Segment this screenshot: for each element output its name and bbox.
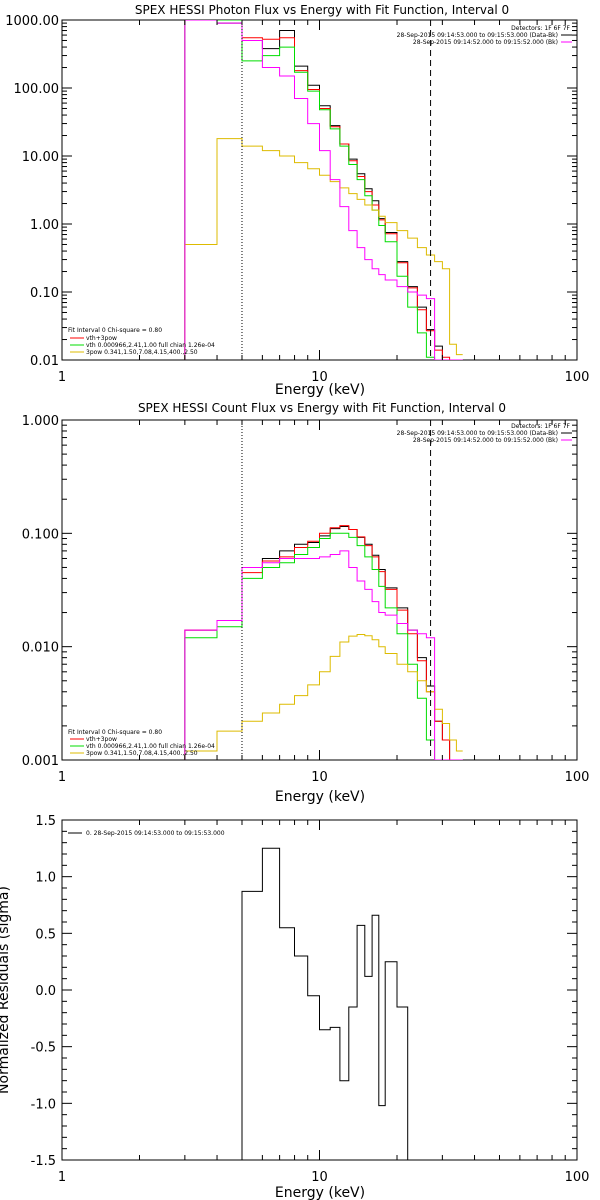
series-line-residuals xyxy=(241,847,435,1160)
legend-entry: vth+3pow xyxy=(86,335,117,342)
series-line-data-bk xyxy=(184,526,463,760)
series-layer xyxy=(184,20,463,360)
series-line-3pow xyxy=(184,634,463,760)
legend-entry: vth 0.000966,2.41,1.00 full chian 1.26e-… xyxy=(86,743,215,750)
plot-area xyxy=(241,847,435,1160)
plot-frame xyxy=(61,19,578,361)
plot-area xyxy=(184,20,463,360)
legend-entry: vth+3pow xyxy=(86,736,117,743)
y-tick-label: 1.00 xyxy=(30,218,59,233)
y-tick-label: 1.0 xyxy=(35,871,56,886)
legend-top: 0. 28-Sep-2015 09:14:53.000 to 09:15:53.… xyxy=(68,830,225,837)
x-tick-label: 10 xyxy=(311,1170,328,1185)
legend-left: Fit Interval 0 Chi-square = 0.80 vth+3po… xyxy=(68,729,215,757)
y-tick-label: 1000.00 xyxy=(5,14,59,29)
legend-right: Detectors: 1F 6F 7F 28-Sep-2015 09:14:53… xyxy=(397,423,572,444)
legend-entry: 28-Sep-2015 09:14:53.000 to 09:15:53.000… xyxy=(397,32,558,39)
tick-layer: 1 10 100 -1.5 -1.0 -0.5 0.0 0.5 1.0 1.5 xyxy=(31,814,590,1185)
x-tick-label: 100 xyxy=(565,770,590,785)
tick-layer: 1 10 100 0.001 0.010 0.100 1.000 xyxy=(22,414,590,785)
series-line-vth xyxy=(184,532,463,760)
series-line-vth-3pow xyxy=(184,525,463,760)
legend-entry: Detectors: 1F 6F 7F xyxy=(511,423,570,430)
x-axis-label: Energy (keV) xyxy=(275,1185,365,1200)
x-tick-label: 10 xyxy=(311,770,328,785)
chart-title: SPEX HESSI Count Flux vs Energy with Fit… xyxy=(138,401,506,415)
y-tick-label: -1.0 xyxy=(31,1097,56,1112)
series-line-vth-3pow xyxy=(184,20,463,360)
series-line-bk xyxy=(184,20,463,360)
y-tick-label: 1.000 xyxy=(22,414,59,429)
legend-entry: Fit Interval 0 Chi-square = 0.80 xyxy=(68,729,162,736)
y-tick-label: 100.00 xyxy=(14,82,60,97)
legend-entry: Fit Interval 0 Chi-square = 0.80 xyxy=(68,327,162,334)
legend-entry: vth 0.000966,2.41,1.00 full chian 1.26e-… xyxy=(86,342,215,349)
plot-frame xyxy=(61,419,578,761)
plot-area xyxy=(184,420,463,760)
legend-entry: 28-Sep-2015 09:14:52.000 to 09:15:52.000… xyxy=(413,39,558,46)
y-tick-label: 0.0 xyxy=(35,984,56,999)
plot-frame xyxy=(61,819,578,1161)
legend-left: Fit Interval 0 Chi-square = 0.80 vth+3po… xyxy=(68,327,215,356)
series-line-data-bk xyxy=(184,20,463,360)
y-tick-label: 0.100 xyxy=(22,527,59,542)
legend-right: Detectors: 1F 6F 7F 28-Sep-2015 09:14:53… xyxy=(397,25,572,46)
residuals-panel: 1 10 100 -1.5 -1.0 -0.5 0.0 0.5 1.0 1.5 Energy (k… xyxy=(0,814,589,1200)
count-flux-panel: SPEX HESSI Count Flux vs Energy with Fit… xyxy=(22,401,590,805)
series-layer xyxy=(241,847,435,1160)
legend-entry: 28-Sep-2015 09:14:53.000 to 09:15:53.000… xyxy=(397,430,558,437)
chart-title: SPEX HESSI Photon Flux vs Energy with Fi… xyxy=(135,3,509,17)
x-axis-label: Energy (keV) xyxy=(275,789,365,805)
x-tick-label: 1 xyxy=(58,370,66,385)
series-layer xyxy=(184,420,463,760)
series-line-vth xyxy=(184,20,463,360)
y-tick-label: -0.5 xyxy=(31,1041,56,1056)
y-tick-label: 0.5 xyxy=(35,927,56,942)
y-tick-label: 0.001 xyxy=(22,754,59,769)
x-tick-label: 1 xyxy=(58,1170,66,1185)
y-tick-label: 0.01 xyxy=(30,354,59,369)
y-tick-label: 0.10 xyxy=(30,286,59,301)
x-tick-label: 10 xyxy=(311,370,328,385)
legend-entry: 0. 28-Sep-2015 09:14:53.000 to 09:15:53.… xyxy=(86,830,225,837)
legend-entry: 28-Sep-2015 09:14:52.000 to 09:15:52.000… xyxy=(413,437,558,444)
y-tick-label: 0.010 xyxy=(22,641,59,656)
x-tick-label: 100 xyxy=(565,1170,590,1185)
x-tick-label: 1 xyxy=(58,770,66,785)
series-line-bk xyxy=(184,550,463,760)
y-tick-label: 10.00 xyxy=(22,150,59,165)
x-axis-label: Energy (keV) xyxy=(275,382,365,398)
legend-entry: 3pow 0.341,1.50,7.08,4.15,400.,2.50 xyxy=(86,750,198,757)
y-tick-label: -1.5 xyxy=(31,1154,56,1169)
legend-entry: Detectors: 1F 6F 7F xyxy=(511,25,570,32)
legend-entry: 3pow 0.341,1.50,7.08,4.15,400.,2.50 xyxy=(86,349,198,356)
series-line-3pow xyxy=(184,138,463,360)
y-axis-label: Normalized Residuals (sigma) xyxy=(0,886,12,1094)
x-tick-label: 100 xyxy=(565,370,590,385)
y-tick-label: 1.5 xyxy=(35,814,56,829)
photon-flux-panel: SPEX HESSI Photon Flux vs Energy with Fi… xyxy=(5,3,589,398)
tick-layer: 1 10 100 0.01 0.10 1.00 10.00 100.00 1000.00 xyxy=(5,14,589,385)
